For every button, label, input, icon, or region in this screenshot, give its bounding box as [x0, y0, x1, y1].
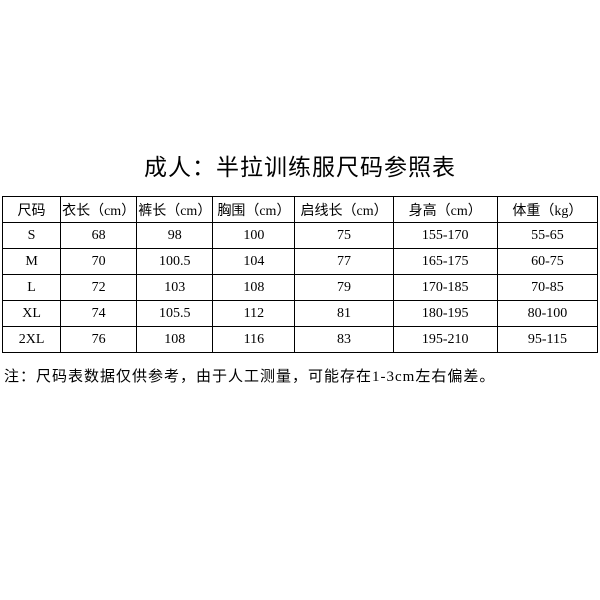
size-table: 尺码 衣长（cm） 裤长（cm） 胸围（cm） 启线长（cm） 身高（cm） 体… — [2, 196, 598, 353]
cell-shoulder: 79 — [295, 275, 393, 301]
cell-bust: 112 — [213, 301, 295, 327]
cell-height: 195-210 — [393, 327, 497, 353]
table-body: S 68 98 100 75 155-170 55-65 M 70 100.5 … — [3, 223, 598, 353]
cell-bust: 116 — [213, 327, 295, 353]
table-row: L 72 103 108 79 170-185 70-85 — [3, 275, 598, 301]
cell-shoulder: 77 — [295, 249, 393, 275]
cell-bust: 108 — [213, 275, 295, 301]
header-size: 尺码 — [3, 197, 61, 223]
cell-weight: 70-85 — [497, 275, 597, 301]
table-row: 2XL 76 108 116 83 195-210 95-115 — [3, 327, 598, 353]
cell-weight: 95-115 — [497, 327, 597, 353]
table-row: M 70 100.5 104 77 165-175 60-75 — [3, 249, 598, 275]
cell-shoulder: 81 — [295, 301, 393, 327]
cell-height: 170-185 — [393, 275, 497, 301]
note-text: 注：尺码表数据仅供参考，由于人工测量，可能存在1-3cm左右偏差。 — [4, 365, 600, 386]
table-row: XL 74 105.5 112 81 180-195 80-100 — [3, 301, 598, 327]
size-chart-container: 成人：半拉训练服尺码参照表 尺码 衣长（cm） 裤长（cm） 胸围（cm） 启线… — [0, 148, 600, 386]
cell-weight: 55-65 — [497, 223, 597, 249]
cell-size: XL — [3, 301, 61, 327]
chart-title: 成人：半拉训练服尺码参照表 — [0, 148, 600, 182]
table-header-row: 尺码 衣长（cm） 裤长（cm） 胸围（cm） 启线长（cm） 身高（cm） 体… — [3, 197, 598, 223]
cell-pants-length: 103 — [137, 275, 213, 301]
cell-top-length: 74 — [61, 301, 137, 327]
cell-pants-length: 108 — [137, 327, 213, 353]
cell-shoulder: 83 — [295, 327, 393, 353]
cell-weight: 80-100 — [497, 301, 597, 327]
table-row: S 68 98 100 75 155-170 55-65 — [3, 223, 598, 249]
cell-pants-length: 98 — [137, 223, 213, 249]
header-pants-length: 裤长（cm） — [137, 197, 213, 223]
cell-pants-length: 100.5 — [137, 249, 213, 275]
header-shoulder: 启线长（cm） — [295, 197, 393, 223]
cell-size: L — [3, 275, 61, 301]
cell-top-length: 68 — [61, 223, 137, 249]
header-top-length: 衣长（cm） — [61, 197, 137, 223]
cell-top-length: 70 — [61, 249, 137, 275]
cell-weight: 60-75 — [497, 249, 597, 275]
cell-bust: 104 — [213, 249, 295, 275]
cell-pants-length: 105.5 — [137, 301, 213, 327]
cell-size: S — [3, 223, 61, 249]
cell-shoulder: 75 — [295, 223, 393, 249]
cell-size: M — [3, 249, 61, 275]
header-bust: 胸围（cm） — [213, 197, 295, 223]
cell-top-length: 76 — [61, 327, 137, 353]
cell-bust: 100 — [213, 223, 295, 249]
cell-height: 180-195 — [393, 301, 497, 327]
cell-height: 155-170 — [393, 223, 497, 249]
cell-height: 165-175 — [393, 249, 497, 275]
header-weight: 体重（kg） — [497, 197, 597, 223]
cell-size: 2XL — [3, 327, 61, 353]
header-height: 身高（cm） — [393, 197, 497, 223]
cell-top-length: 72 — [61, 275, 137, 301]
